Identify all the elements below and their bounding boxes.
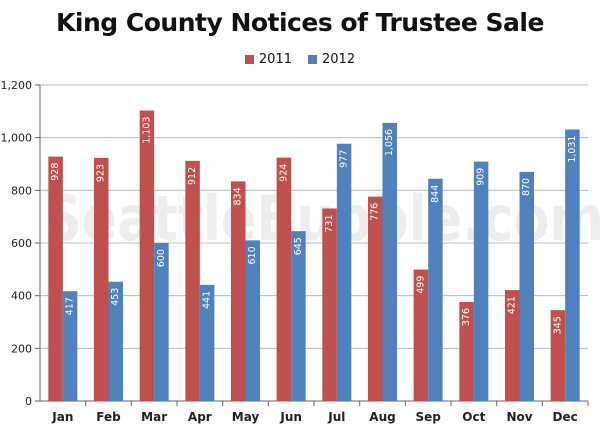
bar-2011-apr [185, 160, 200, 401]
bar-2012-nov [519, 171, 534, 401]
data-label: 345 [552, 316, 563, 334]
bar-2012-apr [199, 284, 215, 401]
watermark: SeattleBubble.com [44, 182, 600, 255]
data-label: 834 [233, 187, 244, 205]
x-tick-label: Apr [188, 410, 212, 424]
data-label: 977 [339, 150, 350, 168]
bar-2011-sep [413, 269, 429, 401]
data-label: 731 [324, 215, 335, 233]
legend-swatch-2011 [244, 55, 254, 64]
data-label: 844 [430, 185, 441, 203]
data-label: 912 [187, 167, 198, 185]
bar-2012-jan [62, 291, 78, 401]
bar-2011-dec [550, 310, 566, 401]
bar-2012-dec [565, 129, 580, 401]
x-tick-label: Jul [327, 410, 345, 424]
data-label: 924 [278, 164, 289, 182]
data-label: 1,056 [384, 129, 395, 156]
bar-2011-nov [505, 290, 520, 401]
bar-2011-may [231, 181, 246, 401]
data-label: 453 [110, 288, 121, 306]
data-label: 421 [507, 296, 518, 314]
data-label: 610 [247, 246, 258, 264]
y-tick-label: 1,000 [1, 132, 33, 145]
chart-title: King County Notices of Trustee Sale [56, 8, 544, 37]
bar-2012-oct [473, 161, 489, 401]
y-tick-label: 600 [11, 237, 32, 250]
data-label: 776 [370, 203, 381, 221]
bar-2011-oct [459, 301, 474, 401]
data-label: 870 [521, 178, 532, 196]
bar-2012-may [245, 240, 260, 401]
x-tick-label: Nov [506, 410, 532, 424]
bar-2012-feb [108, 281, 123, 401]
x-tick-label: May [232, 410, 260, 424]
x-tick-label: Sep [415, 410, 441, 424]
y-tick-label: 200 [11, 342, 32, 355]
y-tick-label: 0 [25, 395, 32, 408]
legend-label-2012: 2012 [322, 52, 356, 67]
data-label: 928 [50, 163, 61, 181]
legend-swatch-2012 [308, 55, 317, 64]
bar-2011-aug [368, 196, 383, 401]
x-tick-label: Mar [141, 410, 167, 424]
bar-2011-jul [322, 208, 337, 401]
bar-2012-jul [336, 143, 352, 401]
data-label: 417 [65, 297, 76, 315]
bar-2012-aug [382, 122, 397, 402]
legend: 2011 2012 [0, 52, 600, 67]
bar-2012-sep [428, 178, 443, 401]
y-tick-label: 400 [11, 290, 32, 303]
bar-2012-jun [291, 231, 306, 401]
data-label: 441 [202, 291, 213, 309]
x-tick-label: Dec [553, 410, 578, 424]
data-label: 645 [293, 237, 304, 255]
data-label: 1,031 [567, 136, 578, 163]
legend-item-2012: 2012 [308, 52, 355, 67]
x-tick-label: Oct [462, 410, 485, 424]
data-label: 376 [461, 308, 472, 326]
bar-2012-mar [154, 243, 169, 401]
bar-2011-feb [94, 157, 109, 401]
bar-2011-mar [139, 110, 155, 401]
x-tick-label: Jun [279, 410, 302, 424]
legend-label-2011: 2011 [258, 52, 292, 67]
x-tick-label: Aug [369, 410, 395, 424]
data-label: 600 [156, 249, 167, 267]
x-tick-label: Jan [51, 410, 73, 424]
y-tick-label: 800 [11, 184, 32, 197]
data-label: 923 [96, 164, 107, 182]
bar-2011-jun [276, 157, 292, 401]
data-label: 499 [415, 276, 426, 294]
bar-2011-jan [48, 156, 63, 401]
legend-item-2011: 2011 [244, 52, 292, 67]
data-label: 909 [476, 168, 487, 186]
data-label: 1,103 [141, 117, 152, 144]
x-tick-label: Feb [96, 410, 121, 424]
y-tick-label: 1,200 [1, 79, 33, 92]
